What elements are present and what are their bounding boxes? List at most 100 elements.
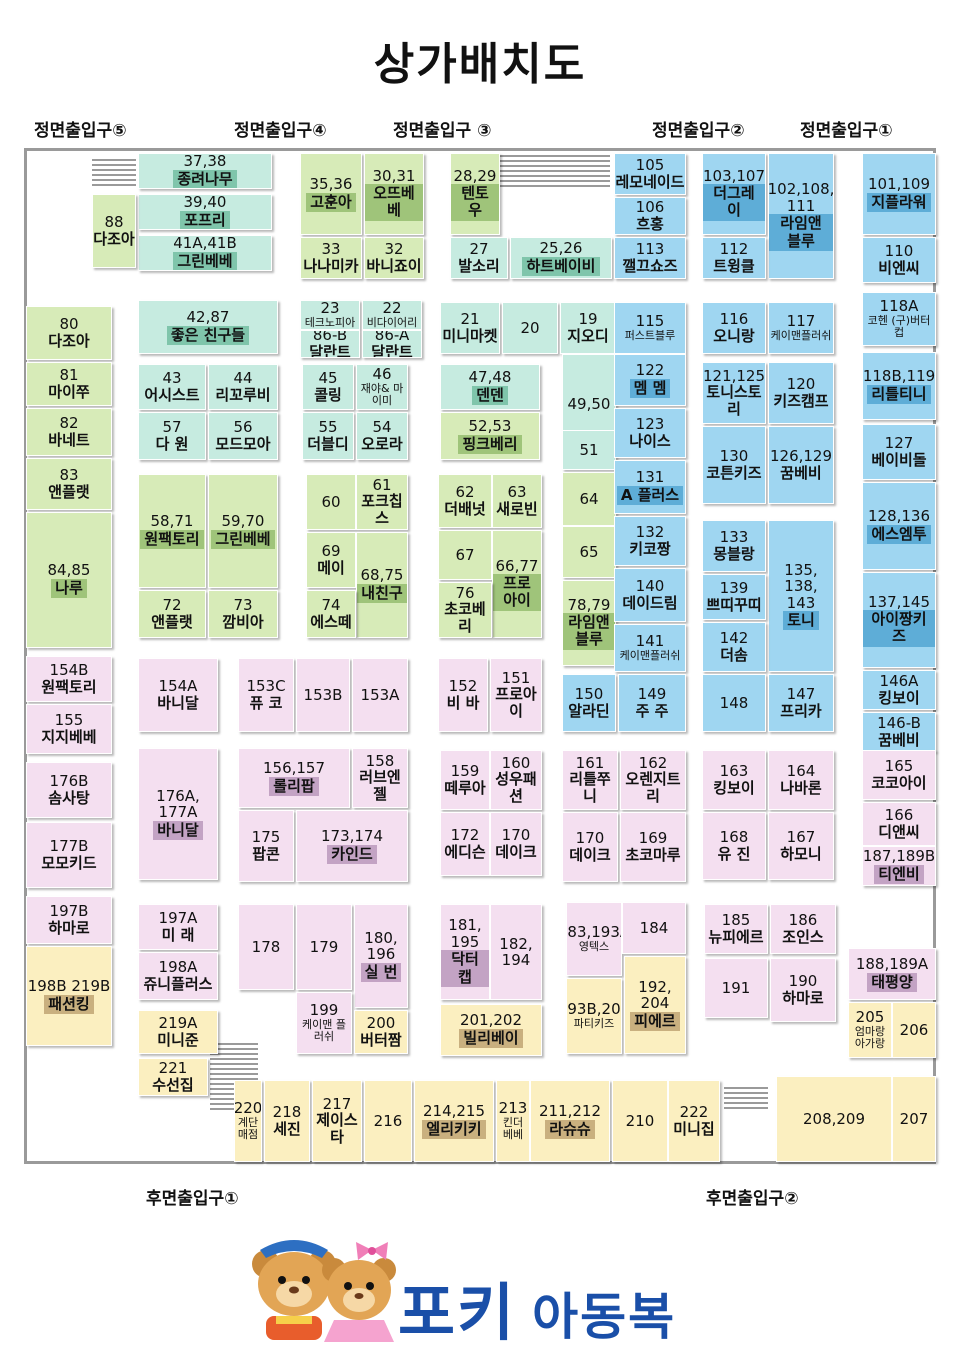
shop-number: 150 (574, 685, 604, 704)
shop-number: 130 (719, 447, 749, 466)
shop-number: 162 (638, 753, 668, 772)
shop-83: 154B 원팩토리 (26, 656, 112, 702)
shop-number: 55 (318, 418, 338, 437)
shop-name: 킹보이 (713, 778, 755, 797)
shop-number: 128,136 (867, 507, 931, 526)
shop-name: 엘리키키 (422, 1119, 486, 1139)
shop-name: 미니준 (157, 1030, 199, 1049)
shop-number: 103,107 (702, 166, 766, 185)
shop-number: 192, 204 (638, 977, 672, 1013)
shop-name: 더배넛 (444, 499, 486, 518)
shop-number: 32 (384, 240, 404, 259)
shop-146: 217 제이스타 (312, 1080, 362, 1162)
shop-number: 102,108, 111 (768, 180, 834, 215)
shop-96: 155 지지베베 (26, 704, 112, 754)
shop-87: 153A (352, 658, 408, 732)
shop-31: 19 지오디 (560, 302, 616, 354)
shop-name: 오뜨베베 (365, 184, 423, 221)
shop-number: 131 (635, 468, 665, 487)
shop-number: 22 (382, 300, 402, 318)
shop-25: 23 테크노피아 (300, 300, 360, 330)
shop-number: 23 (320, 300, 340, 318)
shop-number: 201,202 (459, 1011, 523, 1030)
shop-number: 110 (884, 242, 914, 261)
shop-name: 달란트 (309, 342, 351, 358)
shop-name: 더그레이 (703, 184, 765, 221)
shop-29: 21 미니마켓 (440, 302, 500, 354)
shop-name: 유 진 (717, 844, 751, 863)
shop-47: 56 모드모아 (208, 412, 278, 460)
shop-name: 쥬니플러스 (143, 974, 213, 993)
shop-number: 105 (635, 156, 665, 175)
shop-name: 원팩토리 (140, 529, 204, 549)
shop-name: 퍼스트블루 (624, 328, 676, 342)
shop-number: 51 (579, 440, 599, 459)
shop-name: 지지베베 (41, 727, 97, 746)
shop-name: 코코아이 (871, 773, 927, 792)
shop-name: 카인드 (327, 844, 377, 864)
shop-name: 멤 멤 (629, 378, 671, 398)
shop-name: 주 주 (635, 701, 669, 720)
shop-67: 67 (438, 530, 492, 580)
shop-number: 185 (721, 911, 751, 930)
shop-name: 테크노피아 (304, 315, 356, 329)
shop-number: 86-A (374, 330, 410, 345)
shop-152: 222 미니집 (668, 1080, 720, 1162)
shop-109: 175 팝콘 (238, 810, 294, 882)
shop-76: 76 초코베리 (438, 582, 492, 638)
shop-name: 티엔비 (874, 864, 924, 884)
shop-80: 137,145 아이짱키즈 (862, 572, 936, 668)
shop-23: 84,85 나루 (26, 512, 112, 648)
shop-name: 데이크 (569, 845, 611, 864)
shop-46: 57 다 원 (138, 412, 206, 460)
shop-number: 123 (635, 415, 665, 434)
shop-20: 81 마이쭈 (26, 362, 112, 406)
shop-name: 세진 (273, 1119, 301, 1138)
shop-105: 163 킹보이 (702, 750, 766, 810)
shop-name: 오렌지트리 (625, 770, 681, 806)
shop-name: 수선집 (152, 1075, 194, 1094)
shop-number: 118B,119 (862, 367, 936, 386)
shop-102: 160 성우패션 (490, 750, 542, 810)
shop-number: 190 (788, 972, 818, 991)
shop-name: 초코베리 (444, 600, 486, 636)
shop-132: 199 케이맨 플러쉬 (296, 992, 352, 1054)
shop-name: 에디슨 (444, 842, 486, 861)
shop-33: 116 오니랑 (702, 302, 766, 354)
shop-name: 오로라 (361, 434, 403, 453)
shop-name: 깜비아 (222, 612, 264, 631)
shop-141: 206 (892, 1002, 936, 1058)
shop-104: 162 오렌지트리 (620, 750, 686, 810)
shop-number: 49,50 (567, 394, 611, 413)
shop-name: 메이 (317, 558, 345, 577)
shop-name: 콜링 (314, 385, 342, 404)
shop-number: 165 (884, 757, 914, 776)
shop-name: 레모네이드 (615, 172, 685, 191)
shop-135: 193B,203파티키즈 (566, 978, 622, 1054)
shop-name: 발소리 (458, 256, 500, 275)
shop-name: 빌리베이 (459, 1028, 523, 1048)
shop-name: 떼루아 (444, 778, 486, 797)
shop-name: 핑크베리 (458, 434, 522, 454)
shop-89: 151 프로아이 (490, 658, 542, 732)
shop-name: 뉴피에르 (708, 927, 764, 946)
shop-number: 30,31 (372, 166, 416, 185)
shop-number: 133 (719, 528, 749, 547)
shop-number: 62 (455, 483, 475, 502)
shop-147: 216 (364, 1080, 412, 1162)
shop-150: 211,212 라슈슈 (530, 1080, 610, 1162)
shop-19: 80 다조아 (26, 306, 112, 360)
shop-number: 213 (498, 1099, 528, 1118)
shop-number: 169 (638, 829, 668, 848)
shop-name: 라슈슈 (545, 1119, 595, 1139)
shop-name: 킹보이 (878, 688, 920, 707)
shop-name: 덴덴 (472, 385, 508, 405)
shop-11: 105 레모네이드 (614, 153, 686, 195)
shop-number: 166 (884, 806, 914, 825)
shop-4: 35,36 고훈아 (300, 153, 362, 235)
shop-115: 168 유 진 (702, 812, 766, 880)
shop-113: 170 데이크 (562, 812, 618, 882)
shop-number: 159 (450, 762, 480, 781)
shop-number: 74 (321, 596, 341, 615)
shop-127: 184 (622, 902, 686, 954)
